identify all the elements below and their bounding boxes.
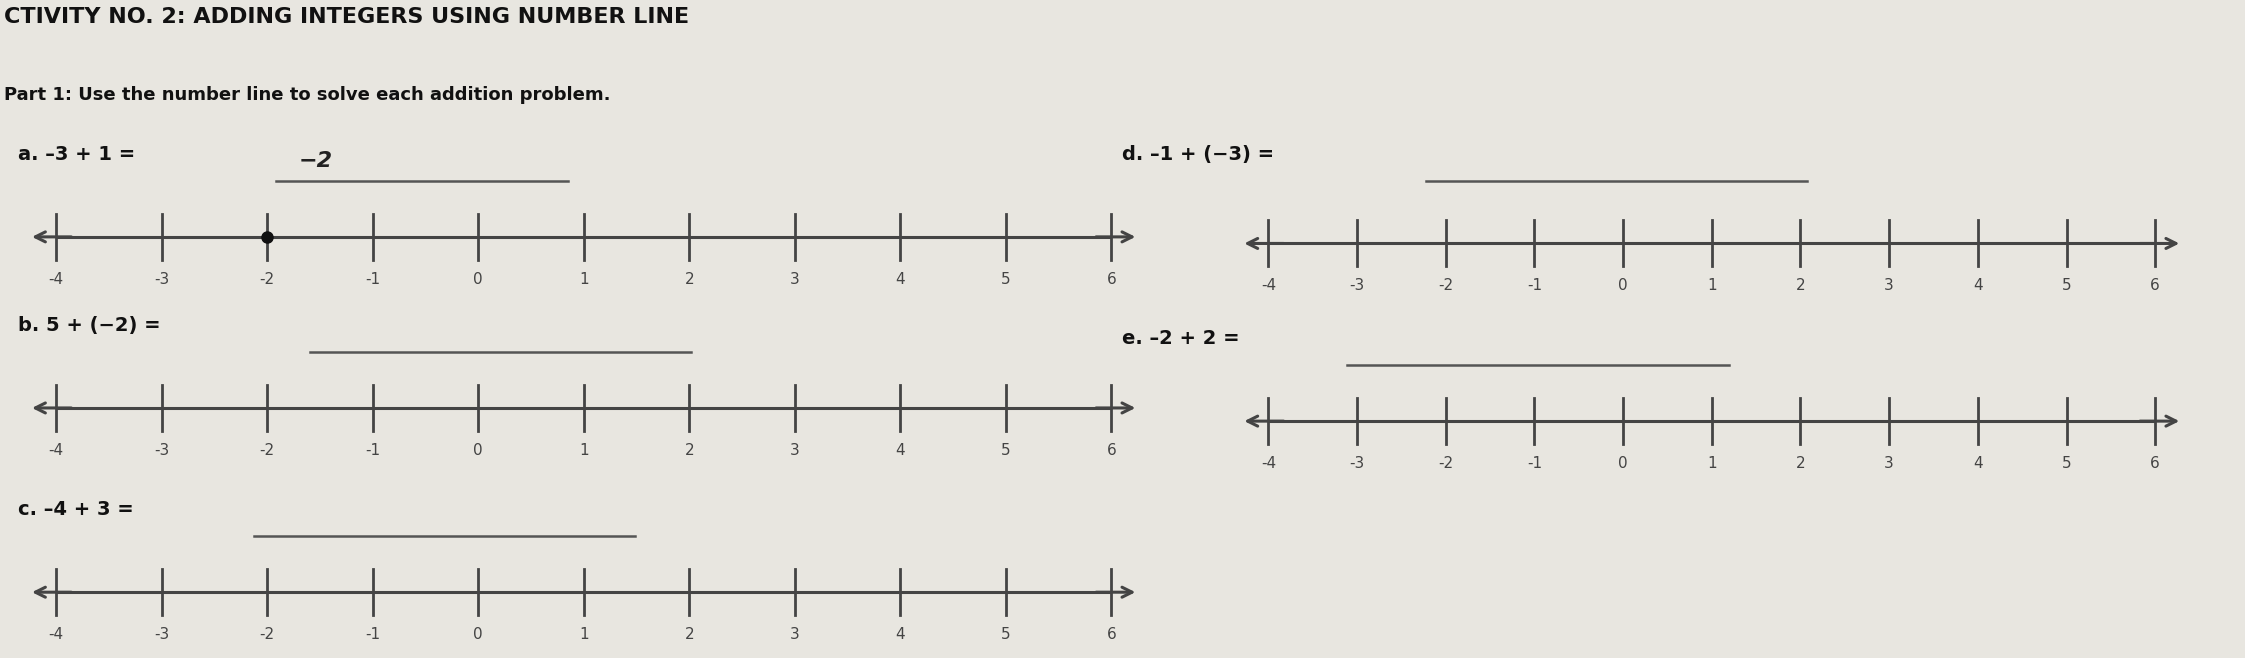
Text: 6: 6: [1107, 443, 1116, 458]
Text: 4: 4: [896, 627, 905, 642]
Text: 5: 5: [1001, 443, 1010, 458]
Text: 6: 6: [2151, 456, 2160, 471]
Text: -3: -3: [155, 443, 168, 458]
Text: -4: -4: [1262, 278, 1275, 293]
Text: 0: 0: [474, 272, 483, 287]
Text: -1: -1: [366, 443, 379, 458]
Text: -4: -4: [49, 443, 63, 458]
Text: -3: -3: [155, 627, 168, 642]
Text: 4: 4: [1973, 456, 1982, 471]
Text: -4: -4: [49, 272, 63, 287]
Text: 3: 3: [1884, 456, 1895, 471]
Text: -2: -2: [260, 627, 274, 642]
Text: 1: 1: [1706, 456, 1717, 471]
Text: 4: 4: [1973, 278, 1982, 293]
Text: 2: 2: [685, 272, 694, 287]
Text: −2: −2: [299, 151, 332, 171]
Text: -1: -1: [366, 627, 379, 642]
Text: 1: 1: [579, 272, 588, 287]
Text: -4: -4: [49, 627, 63, 642]
Text: -1: -1: [1527, 278, 1542, 293]
Text: -3: -3: [1349, 278, 1365, 293]
Text: 3: 3: [1884, 278, 1895, 293]
Text: -3: -3: [155, 272, 168, 287]
Text: 1: 1: [579, 627, 588, 642]
Text: a. –3 + 1 =: a. –3 + 1 =: [18, 145, 135, 164]
Text: 4: 4: [896, 443, 905, 458]
Text: 0: 0: [474, 443, 483, 458]
Text: 2: 2: [685, 443, 694, 458]
Text: 2: 2: [1796, 278, 1805, 293]
Text: -2: -2: [260, 272, 274, 287]
Text: c. –4 + 3 =: c. –4 + 3 =: [18, 500, 135, 519]
Text: Part 1: Use the number line to solve each addition problem.: Part 1: Use the number line to solve eac…: [4, 86, 611, 103]
Text: e. –2 + 2 =: e. –2 + 2 =: [1122, 329, 1239, 348]
Text: b. 5 + (−2) =: b. 5 + (−2) =: [18, 316, 162, 335]
Text: -4: -4: [1262, 456, 1275, 471]
Text: 1: 1: [579, 443, 588, 458]
Text: 3: 3: [790, 627, 799, 642]
Text: d. –1 + (−3) =: d. –1 + (−3) =: [1122, 145, 1275, 164]
Text: 6: 6: [2151, 278, 2160, 293]
Text: CTIVITY NO. 2: ADDING INTEGERS USING NUMBER LINE: CTIVITY NO. 2: ADDING INTEGERS USING NUM…: [4, 7, 689, 26]
Text: 5: 5: [2061, 456, 2072, 471]
Text: 6: 6: [1107, 272, 1116, 287]
Text: 1: 1: [1706, 278, 1717, 293]
Text: -2: -2: [1439, 456, 1453, 471]
Text: 0: 0: [1619, 278, 1628, 293]
Text: 5: 5: [1001, 627, 1010, 642]
Text: -2: -2: [1439, 278, 1453, 293]
Text: -3: -3: [1349, 456, 1365, 471]
Text: 5: 5: [2061, 278, 2072, 293]
Text: 3: 3: [790, 272, 799, 287]
Text: -1: -1: [366, 272, 379, 287]
Text: 0: 0: [1619, 456, 1628, 471]
Text: 2: 2: [685, 627, 694, 642]
Text: -1: -1: [1527, 456, 1542, 471]
Text: 4: 4: [896, 272, 905, 287]
Text: 2: 2: [1796, 456, 1805, 471]
Text: 0: 0: [474, 627, 483, 642]
Text: 3: 3: [790, 443, 799, 458]
Text: 5: 5: [1001, 272, 1010, 287]
Text: -2: -2: [260, 443, 274, 458]
Text: 6: 6: [1107, 627, 1116, 642]
